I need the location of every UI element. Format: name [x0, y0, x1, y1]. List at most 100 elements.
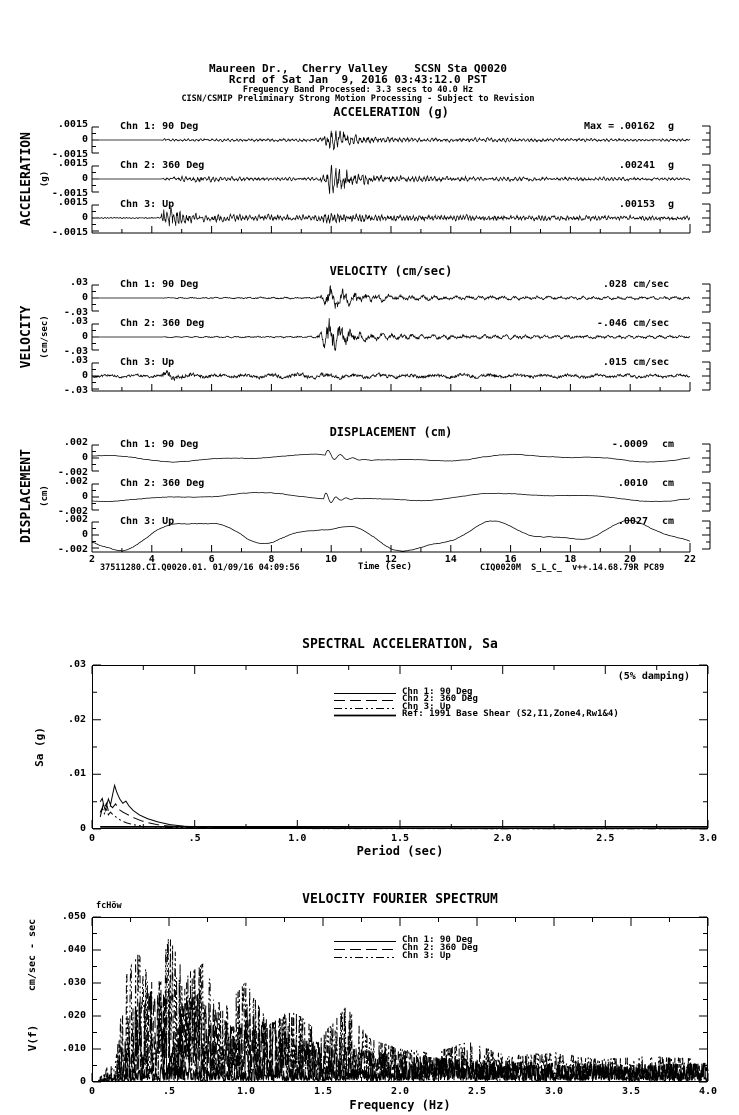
- scale-bracket: [702, 482, 711, 512]
- peak-value: .015: [602, 357, 627, 368]
- peak-value: -.0009: [611, 439, 648, 450]
- y-tick-label: .03: [69, 316, 88, 327]
- peak-value: .0027: [617, 516, 648, 527]
- scale-bracket: [702, 125, 711, 155]
- processing-code: CIQ0020M S_L_C_ v++.14.68.79R PC89: [480, 563, 665, 573]
- waveform-acceleration-ch2: [91, 164, 711, 194]
- peak-value: .0010: [617, 478, 648, 489]
- processing-note: CISN/CSMIP Preliminary Strong Motion Pro…: [181, 94, 535, 104]
- peak-value: -.046: [596, 318, 627, 329]
- y-tick-label: -.002: [57, 506, 88, 517]
- fourier-curve-2: [97, 981, 709, 1083]
- acceleration-time-axis: [91, 224, 691, 234]
- waveform-trace: [92, 164, 691, 194]
- sa-x-tick-label: 1.0: [288, 833, 307, 844]
- fourier-x-tick-label: 1.5: [313, 1086, 333, 1097]
- sa-curve-2: [99, 797, 708, 830]
- record-timestamp: Rcrd of Sat Jan 9, 2016 03:43:12.0 PST: [228, 73, 488, 86]
- channel-label: Chn 2: 360 Deg: [120, 478, 205, 489]
- time-tick-label: 10: [325, 554, 338, 565]
- peak-unit: cm/sec: [633, 318, 670, 329]
- fourier-y-tick-label: 0: [79, 1076, 86, 1087]
- scale-bracket: [702, 164, 711, 194]
- y-axis-bracket: [91, 521, 99, 549]
- peak-unit: g: [668, 199, 675, 210]
- y-tick-label: -.0015: [51, 149, 88, 160]
- y-tick-label: 0: [81, 212, 88, 223]
- y-tick-label: -.0015: [51, 227, 88, 238]
- peak-unit: cm/sec: [633, 279, 670, 290]
- channel-label: Chn 2: 360 Deg: [120, 160, 205, 171]
- waveform-velocity-ch1: [91, 283, 711, 313]
- channel-label: Chn 1: 90 Deg: [120, 439, 199, 450]
- sa-x-tick-label: 2.0: [493, 833, 512, 844]
- sa-x-tick-label: 1.5: [390, 833, 410, 844]
- sa-curve-3: [99, 806, 708, 830]
- channel-label: Chn 3: Up: [120, 357, 175, 368]
- fourier-x-tick-label: .5: [162, 1086, 176, 1097]
- channel-label: Chn 3: Up: [120, 516, 175, 527]
- y-tick-label: -.03: [63, 385, 88, 396]
- y-tick-label: -.002: [57, 544, 88, 555]
- displacement-time-axis: [91, 543, 691, 553]
- time-tick-label: 14: [444, 554, 457, 565]
- waveform-displacement-ch2: [91, 482, 711, 512]
- y-tick-label: 0: [81, 370, 88, 381]
- fourier-x-tick-label: 3.5: [621, 1086, 641, 1097]
- sa-y-tick-label: .03: [67, 659, 86, 670]
- sa-x-tick-label: .5: [188, 833, 201, 844]
- sa-x-tick-label: 2.5: [596, 833, 615, 844]
- fourier-y-tick-label: .030: [61, 977, 86, 988]
- fourier-legend-line-ch1: [334, 941, 396, 942]
- time-tick-label: 2: [88, 554, 96, 565]
- sa-curve-1: [99, 783, 709, 830]
- peak-unit: cm: [662, 516, 675, 527]
- fourier-x-tick-label: 0: [88, 1086, 96, 1097]
- y-tick-label: -.0015: [51, 188, 88, 199]
- peak-unit: cm: [662, 478, 675, 489]
- fourier-plot: [91, 916, 709, 1083]
- y-tick-label: .0015: [57, 158, 88, 169]
- y-axis-bracket: [91, 444, 99, 472]
- sa-ticks: [91, 664, 709, 830]
- max-prefix: Max =: [584, 121, 615, 132]
- waveform-trace: [91, 369, 691, 382]
- waveform-trace: [92, 130, 691, 151]
- peak-unit: cm: [662, 439, 675, 450]
- displacement-title: DISPLACEMENT (cm): [329, 425, 453, 439]
- fourier-legend-label-ch1: Chn 1: 90 Deg: [402, 935, 473, 945]
- sa-x-axis-title: Period (sec): [356, 844, 444, 858]
- sa-legend-line-ch2: [334, 700, 396, 701]
- y-tick-label: -.03: [63, 346, 88, 357]
- channel-label: Chn 1: 90 Deg: [120, 121, 199, 132]
- scale-bracket: [702, 283, 711, 313]
- fourier-y-tick-label: .040: [61, 944, 86, 955]
- sa-legend-label-ref: Ref: 1991 Base Shear (S2,I1,Zone4,Rw1&4): [402, 709, 619, 719]
- waveform-velocity-ch2: [91, 318, 711, 352]
- waveform-acceleration-ch3: [91, 203, 711, 233]
- sa-y-tick-label: .01: [67, 768, 86, 780]
- sa-x-tick-label: 0: [88, 833, 96, 844]
- time-tick-label: 8: [268, 554, 275, 565]
- peak-value: .00162: [618, 121, 655, 132]
- frequency-band-note: Frequency Band Processed: 3.3 secs to 40…: [242, 85, 474, 95]
- y-axis-bracket: [91, 483, 99, 511]
- fourier-legend-label-ch2: Chn 2: 360 Deg: [402, 943, 478, 953]
- channel-label: Chn 3: Up: [120, 199, 175, 210]
- channel-label: Chn 1: 90 Deg: [120, 279, 199, 290]
- fourier-axis-label: V(f): [26, 1024, 39, 1052]
- y-tick-label: .002: [63, 476, 88, 487]
- sa-legend-line-ref: [334, 714, 396, 717]
- scale-bracket: [702, 322, 711, 352]
- peak-unit: g: [668, 121, 675, 132]
- axis-ticks: [91, 382, 691, 392]
- peak-value: .00241: [618, 160, 655, 171]
- sa-legend-label-ch2: Chn 2: 360 Deg: [402, 694, 478, 704]
- waveform-trace: [92, 318, 691, 352]
- sa-plot: [91, 664, 709, 830]
- time-tick-label: 20: [624, 554, 637, 565]
- sa-y-tick-label: .02: [67, 713, 86, 725]
- y-tick-label: .002: [63, 514, 88, 525]
- damping-annotation: (5% damping): [617, 671, 690, 682]
- sa-legend-line-ch1: [334, 693, 396, 694]
